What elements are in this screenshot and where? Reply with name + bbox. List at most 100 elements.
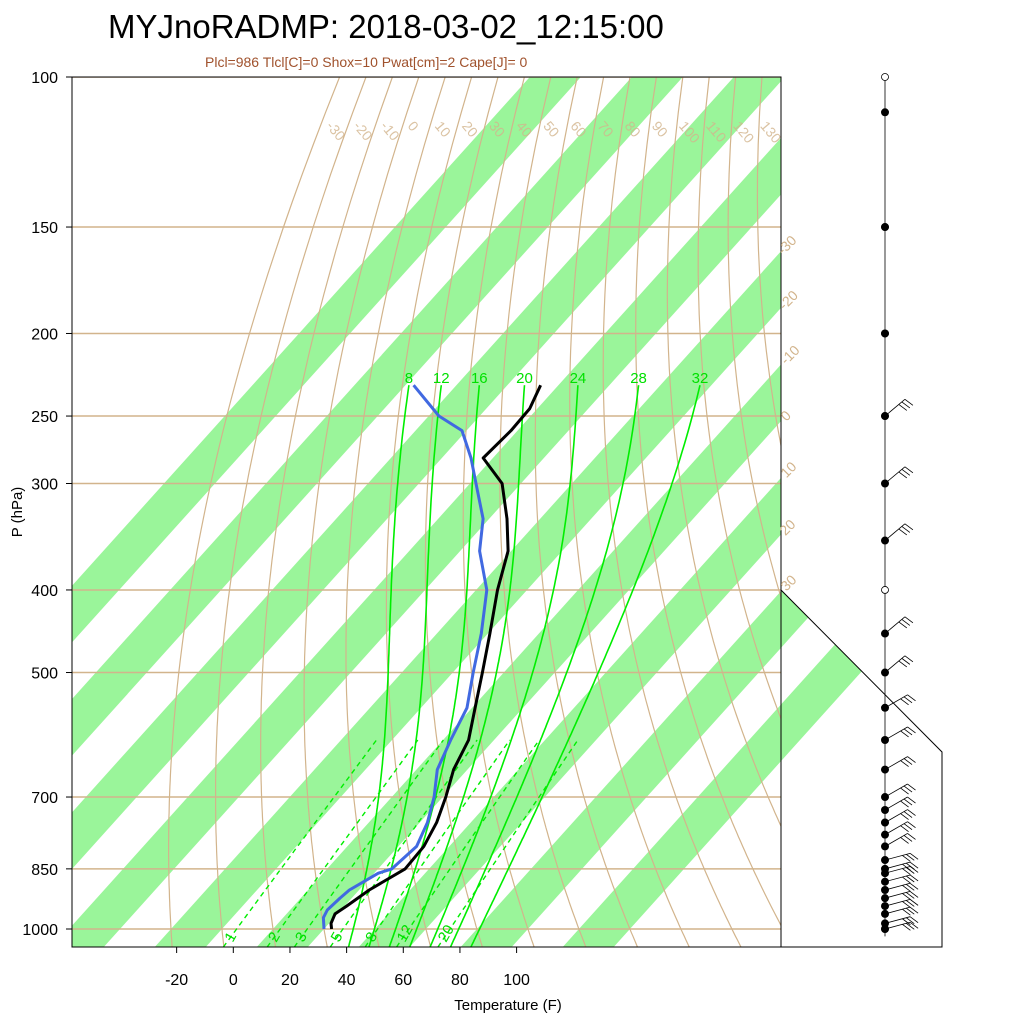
y-tick-label: 300 xyxy=(31,477,58,494)
moist-adiabat-label: 16 xyxy=(471,370,488,387)
wind-barb-flag xyxy=(907,809,916,816)
x-axis-label: Temperature (F) xyxy=(454,997,562,1014)
wind-barb-flag xyxy=(903,696,913,704)
x-tick-label: 40 xyxy=(338,972,356,989)
wind-marker-open xyxy=(881,586,889,594)
wind-barb-flag xyxy=(900,837,909,844)
dry-adiabat-label: 0 xyxy=(405,118,422,134)
wind-barb-flag xyxy=(903,798,913,806)
wind-barb-flag xyxy=(901,401,911,409)
moist-adiabat-label: 8 xyxy=(405,370,413,387)
wind-barb-flag xyxy=(898,621,908,629)
wind-barb xyxy=(884,655,906,673)
dry-adiabat-label: 50 xyxy=(540,118,562,140)
dry-adiabat xyxy=(499,77,587,947)
wind-barb-flag xyxy=(906,917,915,925)
wind-barb-flag xyxy=(906,875,915,883)
moist-adiabat-label: 24 xyxy=(570,370,587,387)
wind-marker xyxy=(881,329,889,338)
wind-barb-flag xyxy=(902,876,911,884)
y-tick-label: 150 xyxy=(31,220,58,237)
y-tick-label: 200 xyxy=(31,326,58,343)
moist-adiabat xyxy=(470,385,701,947)
isotherm-bands xyxy=(72,77,781,947)
dry-adiabat xyxy=(841,77,1024,947)
wind-barb-flag xyxy=(904,616,914,624)
wind-marker xyxy=(881,108,889,117)
y-axis-label: P (hPa) xyxy=(9,487,26,538)
moist-adiabat-label: 20 xyxy=(516,370,533,387)
wind-barb xyxy=(884,523,906,541)
x-tick-label: 60 xyxy=(394,972,412,989)
dry-adiabat xyxy=(727,77,781,600)
wind-barb-flag xyxy=(906,900,915,907)
isotherm-label: -30 xyxy=(774,232,800,258)
wind-barb-flag xyxy=(900,800,909,808)
dry-adiabat xyxy=(345,77,446,947)
wind-barb-flag xyxy=(903,835,913,842)
wind-barb-flag xyxy=(900,730,909,738)
y-tick-label: 700 xyxy=(31,790,58,807)
wind-barb-flag xyxy=(902,885,911,892)
y-tick-label: 500 xyxy=(31,666,58,683)
dry-adiabat xyxy=(569,77,690,947)
wind-barb xyxy=(884,399,906,417)
mixing-ratio-label: 20 xyxy=(435,922,458,945)
sounding-traces xyxy=(321,384,542,930)
wind-barb xyxy=(884,783,908,798)
wind-barb-flag xyxy=(898,404,908,411)
x-tick-label: -20 xyxy=(165,972,188,989)
wind-barb-flag xyxy=(900,698,909,706)
wind-barb xyxy=(884,809,908,823)
wind-barb-flag xyxy=(900,813,909,820)
wind-barb-flag xyxy=(902,863,911,871)
dry-adiabat xyxy=(602,77,742,947)
wind-barb-flag xyxy=(902,855,911,862)
wind-barb-flag xyxy=(902,868,911,875)
wind-barb-flag xyxy=(909,921,919,929)
isotherm-band xyxy=(256,364,781,947)
wind-barb-flag xyxy=(907,694,916,702)
wind-barb-flag xyxy=(900,787,909,795)
wind-barb-flag xyxy=(904,399,914,406)
dry-adiabat xyxy=(814,77,1024,947)
wind-barb-flag xyxy=(907,756,916,763)
wind-barb xyxy=(884,796,908,811)
wind-barb-flag xyxy=(900,760,909,767)
dry-adiabat xyxy=(697,77,781,721)
wind-barb-flag xyxy=(909,891,919,898)
wind-barb xyxy=(884,616,906,634)
mixing-ratio-label: 1 xyxy=(221,929,240,945)
wind-barb-flag xyxy=(909,899,919,906)
wind-barb-flag xyxy=(898,471,908,479)
wind-barb xyxy=(884,756,908,770)
wind-barb-flag xyxy=(901,526,911,533)
wind-barb xyxy=(884,833,908,847)
dewpoint-trace xyxy=(321,384,489,930)
dry-adiabat-label: -20 xyxy=(350,118,375,144)
dry-adiabat xyxy=(462,77,535,947)
wind-barb xyxy=(884,882,911,891)
isotherm-band xyxy=(358,477,781,947)
wind-barb-flag xyxy=(907,821,916,829)
moist-adiabat xyxy=(449,385,640,947)
dry-adiabat xyxy=(424,77,499,947)
y-tick-label: 1000 xyxy=(22,922,58,939)
wind-barb-flag xyxy=(906,862,915,870)
wind-barb-flag xyxy=(906,907,915,915)
wind-barb-flag xyxy=(907,726,916,734)
wind-barb-flag xyxy=(909,861,919,869)
wind-barb xyxy=(884,694,908,709)
wind-barb xyxy=(884,874,911,883)
wind-barb-flag xyxy=(902,924,911,931)
wind-barb-flag xyxy=(906,884,915,891)
wind-barb xyxy=(884,898,911,907)
dry-adiabat-label: -10 xyxy=(378,118,403,144)
wind-barb-flag xyxy=(898,528,908,536)
mixing-ratio-line xyxy=(293,739,444,947)
wind-barb-flag xyxy=(904,655,914,663)
wind-barb xyxy=(884,916,911,924)
dry-adiabat xyxy=(303,77,420,947)
dry-adiabat xyxy=(756,77,781,449)
wind-barb-flag xyxy=(909,853,919,860)
